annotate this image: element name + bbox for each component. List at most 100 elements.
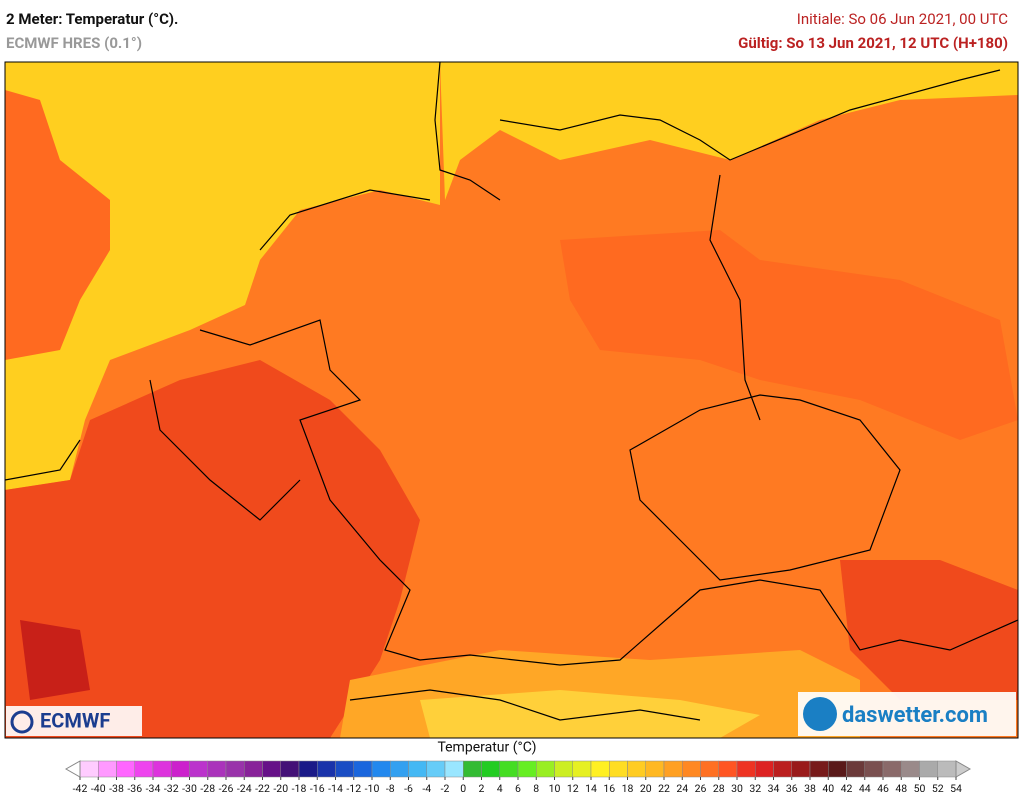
warm-area xyxy=(560,230,1018,440)
colorbar-segment xyxy=(882,760,902,778)
colorbar-segment xyxy=(663,760,683,778)
colorbar-tick-label: 6 xyxy=(515,782,521,795)
map: ECMWF daswetter.com xyxy=(4,61,1019,739)
colorbar-tick-label: 32 xyxy=(749,782,761,795)
colorbar-segment xyxy=(736,760,756,778)
warm-area xyxy=(5,360,420,738)
colorbar-tick-label: -4 xyxy=(422,782,431,795)
colorbar-tick-label: -30 xyxy=(182,782,197,795)
colorbar-segment xyxy=(864,760,884,778)
colorbar-tick-label: 26 xyxy=(695,782,707,795)
colorbar-segment xyxy=(152,760,172,778)
colorbar-segment xyxy=(536,760,555,778)
map-frame xyxy=(4,61,1019,739)
logo-daswetter-icon xyxy=(803,697,837,731)
colorbar-segment xyxy=(499,760,519,778)
warm-area xyxy=(840,560,1018,700)
colorbar-tick-label: 22 xyxy=(658,782,670,795)
init-time: Initiale: So 06 Jun 2021, 00 UTC xyxy=(797,10,1008,28)
colorbar-tick-label: -18 xyxy=(292,782,307,795)
sea xyxy=(440,62,1018,200)
logo-ecmwf-icon xyxy=(10,710,34,734)
colorbar-segment xyxy=(371,760,391,778)
colorbar-tick-label: 40 xyxy=(822,782,834,795)
colorbar-segment xyxy=(189,760,208,778)
colorbar-segment xyxy=(79,760,99,778)
colorbar-segment xyxy=(627,760,646,778)
colorbar-segment xyxy=(171,760,190,778)
colorbar-segment xyxy=(718,760,738,778)
colorbar-tick-label: 44 xyxy=(859,782,871,795)
colorbar-tick-label: -6 xyxy=(404,782,413,795)
colorbar-tick-label: 12 xyxy=(567,782,579,795)
colorbar-segment xyxy=(262,760,281,778)
colorbar-tick-label: 42 xyxy=(841,782,853,795)
colorbar-tick-label: -24 xyxy=(237,782,252,795)
colorbar-segment xyxy=(116,760,135,778)
colorbar-segment xyxy=(901,760,920,778)
colorbar-tick-label: 48 xyxy=(895,782,907,795)
colorbar-segment xyxy=(937,760,957,778)
colorbar-tick-label: 4 xyxy=(497,782,503,795)
colorbar-tick-label: -16 xyxy=(310,782,325,795)
colorbar-tick-label: 38 xyxy=(804,782,816,795)
colorbar-segment xyxy=(700,760,719,778)
colorbar-segment xyxy=(682,760,701,778)
colorbar-tick-label: -12 xyxy=(346,782,361,795)
colorbar-tick-label: -36 xyxy=(127,782,142,795)
colorbar-tick-label: 30 xyxy=(731,782,743,795)
colorbar-label: Temperatur (°C) xyxy=(437,740,536,756)
logo-ecmwf: ECMWF xyxy=(40,708,110,732)
colorbar-tick-label: 46 xyxy=(877,782,889,795)
colorbar-segment xyxy=(353,760,373,778)
colorbar-segment xyxy=(773,760,792,778)
colorbar-segment xyxy=(517,760,537,778)
colorbar-tick-label: -32 xyxy=(164,782,179,795)
colorbar-segment xyxy=(207,760,227,778)
colorbar-segment xyxy=(244,760,263,778)
colorbar-segment xyxy=(317,760,336,778)
colorbar-tick-label: -42 xyxy=(73,782,88,795)
colorbar-tick-label: -22 xyxy=(255,782,270,795)
colorbar-tick-label: -26 xyxy=(219,782,234,795)
hot-area xyxy=(20,620,90,700)
colorbar-segment xyxy=(846,760,865,778)
colorbar-tick-label: -10 xyxy=(365,782,380,795)
colorbar-tick-label: 8 xyxy=(533,782,539,795)
colorbar-tick-label: 52 xyxy=(932,782,944,795)
colorbar-segment xyxy=(335,760,354,778)
colorbar-tick-label: 0 xyxy=(460,782,466,795)
colorbar-segment xyxy=(98,760,117,778)
colorbar-segment xyxy=(426,760,446,778)
colorbar-segment xyxy=(134,760,154,778)
title: 2 Meter: Temperatur (°C). xyxy=(6,10,178,28)
colorbar-segment xyxy=(755,760,774,778)
logo-daswetter: daswetter.com xyxy=(842,703,988,728)
colorbar-tick-label: 14 xyxy=(585,782,597,795)
borders xyxy=(5,62,1018,721)
colorbar-segment xyxy=(481,760,500,778)
colorbar-tick-label: -8 xyxy=(386,782,395,795)
colorbar-tick-label: 28 xyxy=(713,782,725,795)
colorbar-tick-label: -2 xyxy=(441,782,450,795)
colorbar-segment xyxy=(609,760,628,778)
land-uk xyxy=(5,90,110,360)
colorbar-tick-label: 20 xyxy=(640,782,652,795)
colorbar-tick-label: 54 xyxy=(950,782,962,795)
colorbar-segment xyxy=(590,760,610,778)
valid-time: Gültig: So 13 Jun 2021, 12 UTC (H+180) xyxy=(738,34,1008,52)
colorbar-segment xyxy=(828,760,847,778)
colorbar-segment xyxy=(390,760,409,778)
colorbar-tick-label: 16 xyxy=(603,782,615,795)
colorbar-tick-label: -34 xyxy=(146,782,161,795)
colorbar-segment xyxy=(919,760,938,778)
colorbar-arrow-high xyxy=(955,760,972,778)
colorbar-segment xyxy=(572,760,592,778)
colorbar-segment xyxy=(554,760,573,778)
colorbar-tick-label: -40 xyxy=(91,782,106,795)
sea xyxy=(5,62,440,490)
colorbar-segment xyxy=(280,760,300,778)
colorbar: -42 -40 -38 -36 -34 -32 -30 -28 -26 -24 -22 -20 -18-… xyxy=(64,760,972,795)
